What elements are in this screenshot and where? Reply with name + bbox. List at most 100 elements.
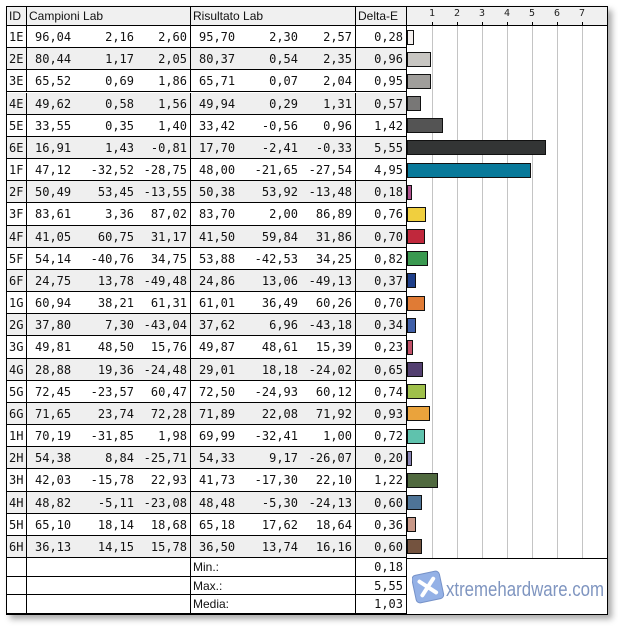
table-cell: 2,05 (137, 48, 191, 71)
table-cell: -24,13 (301, 491, 356, 514)
table-cell: 83,61 (27, 203, 87, 226)
table-cell: 87,02 (137, 203, 191, 226)
summary-empty-cell (27, 558, 191, 577)
table-cell: 49,81 (27, 336, 87, 359)
table-cell: -28,75 (137, 159, 191, 182)
table-cell: 36,49 (251, 292, 301, 315)
tick-mark (507, 22, 508, 26)
table-cell: 0,72 (356, 425, 407, 448)
table-cell: 31,86 (301, 225, 356, 248)
tick-label: 3 (479, 8, 486, 19)
table-cell: 0,07 (251, 70, 301, 93)
bar-5E (407, 118, 443, 134)
bar-5H (407, 517, 416, 533)
table-cell: 36,13 (27, 535, 87, 559)
table-cell: 59,84 (251, 225, 301, 248)
bar-6H (407, 539, 422, 555)
table-cell: -25,71 (137, 447, 191, 470)
gridline (532, 26, 533, 559)
table-cell: 18,64 (301, 513, 356, 536)
table-cell: -49,48 (137, 269, 191, 293)
bar-2E (407, 51, 431, 67)
table-cell: 54,33 (191, 447, 251, 470)
table-cell: 0,57 (356, 92, 407, 115)
gridline (482, 26, 483, 559)
table-cell: 48,50 (87, 336, 137, 359)
bar-1F (407, 162, 531, 178)
table-cell: 36,50 (191, 535, 251, 559)
table-cell: 16,91 (27, 136, 87, 159)
table-cell: 71,92 (301, 402, 356, 426)
table-cell: 47,12 (27, 159, 87, 182)
table-cell: -24,48 (137, 358, 191, 381)
table-cell: 60,75 (87, 225, 137, 248)
table-cell: -24,93 (251, 381, 301, 403)
table-cell: 2,57 (301, 26, 356, 49)
row-id: 6F (7, 269, 27, 293)
summary-empty-cell (27, 595, 191, 615)
table-cell: 0,82 (356, 247, 407, 270)
row-id: 3E (7, 70, 27, 93)
table-cell: 13,06 (251, 269, 301, 293)
table-cell: 19,36 (87, 358, 137, 381)
table-cell: 8,84 (87, 447, 137, 470)
table-cell: 33,55 (27, 115, 87, 137)
tick-label: 4 (504, 8, 511, 19)
table-cell: -23,08 (137, 491, 191, 514)
row-id: 1F (7, 159, 27, 182)
table-cell: 72,45 (27, 381, 87, 403)
table-cell: 0,95 (356, 70, 407, 93)
gridline (507, 26, 508, 559)
x-logo-icon (411, 570, 445, 604)
table-cell: 0,65 (356, 358, 407, 381)
table-cell: 13,78 (87, 269, 137, 293)
table-cell: 1,17 (87, 48, 137, 71)
table-cell: 0,74 (356, 380, 407, 403)
summary-value: 1,03 (356, 595, 407, 615)
table-cell: -0,33 (301, 136, 356, 159)
table-cell: 14,15 (87, 535, 137, 559)
row-id: 5G (7, 380, 27, 403)
table-cell: 49,62 (27, 92, 87, 115)
table-cell: 1,22 (356, 469, 407, 492)
tick-label: 5 (529, 8, 536, 19)
table-cell: 49,87 (191, 336, 251, 359)
chart-divider (406, 7, 407, 615)
bar-4G (407, 362, 424, 378)
table-cell: -13,48 (301, 181, 356, 204)
bar-3H (407, 472, 438, 488)
table-cell: 2,00 (251, 203, 301, 226)
row-id: 4H (7, 491, 27, 514)
table-cell: 69,99 (191, 425, 251, 448)
summary-value: 5,55 (356, 576, 407, 596)
row-id: 2E (7, 48, 27, 71)
table-cell: 22,08 (251, 402, 301, 426)
table-cell: 6,96 (251, 314, 301, 337)
table-cell: 60,47 (137, 380, 191, 403)
table-cell: 3,36 (87, 203, 137, 226)
table-cell: 37,80 (27, 314, 87, 337)
table-cell: 15,39 (301, 336, 356, 359)
bar-3F (407, 206, 426, 222)
table-cell: 72,28 (137, 402, 191, 426)
table-cell: 49,94 (191, 92, 251, 115)
table-cell: -23,57 (87, 381, 137, 403)
table-cell: -21,65 (251, 159, 301, 182)
table-cell: 50,38 (191, 181, 251, 204)
row-id: 2H (7, 447, 27, 470)
tick-mark (482, 22, 483, 26)
watermark-text: xtremehardware.com (446, 579, 604, 601)
header-id: ID (7, 7, 27, 26)
watermark-logo: xtremehardware.com (411, 566, 606, 610)
bar-1E (407, 29, 414, 45)
table-cell: 53,88 (191, 248, 251, 270)
table-cell: 71,65 (27, 402, 87, 426)
table-cell: -2,41 (251, 136, 301, 159)
tick-label: 2 (454, 8, 461, 19)
table-cell: -32,52 (87, 159, 137, 182)
table-cell: -5,30 (251, 491, 301, 514)
tick-mark (582, 22, 583, 26)
table-cell: 0,54 (251, 48, 301, 71)
table-cell: -40,76 (87, 248, 137, 270)
table-cell: 65,18 (191, 514, 251, 536)
